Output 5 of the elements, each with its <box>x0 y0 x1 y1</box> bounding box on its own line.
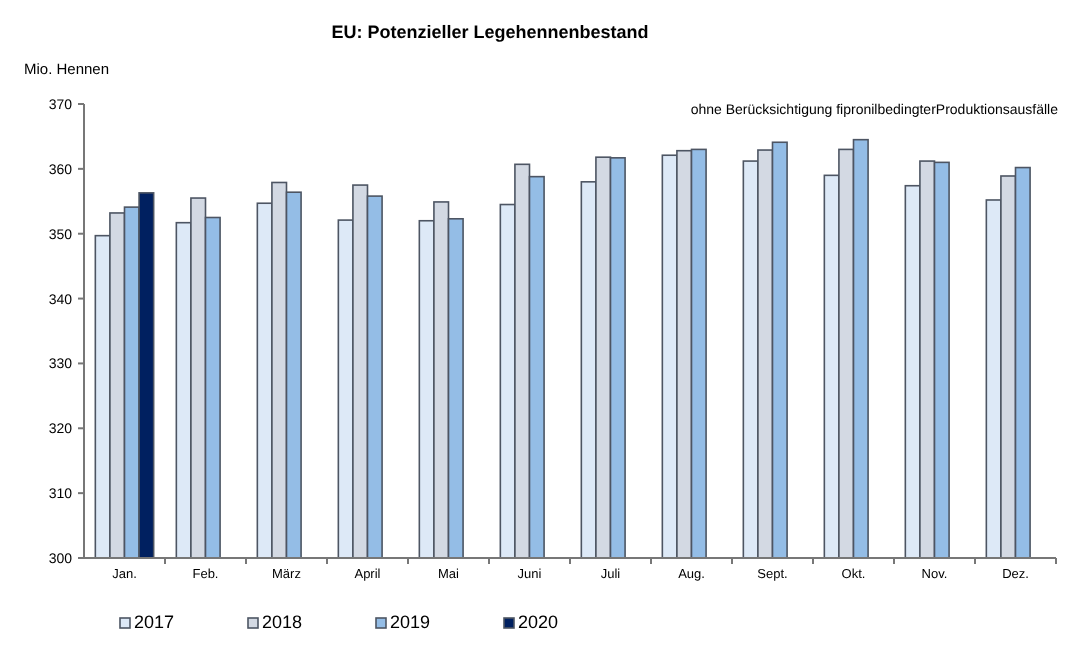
legend-label: 2019 <box>390 612 431 632</box>
legend-label: 2017 <box>134 612 175 632</box>
chart-title: EU: Potenzieller Legehennenbestand <box>331 22 649 42</box>
legend-label: 2020 <box>518 612 559 632</box>
legend-label: 2018 <box>262 612 303 632</box>
